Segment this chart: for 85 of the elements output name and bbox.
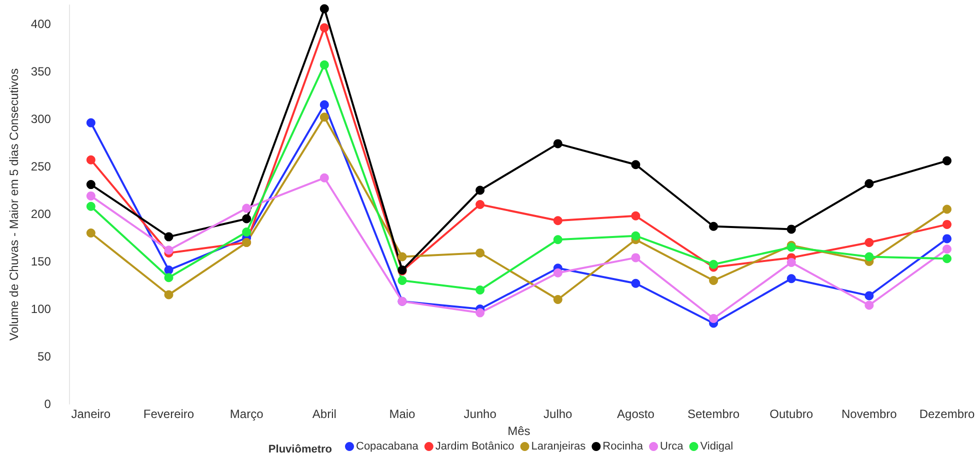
legend-title: Pluviômetro <box>268 444 332 456</box>
point <box>553 235 562 244</box>
point <box>631 211 640 220</box>
point <box>398 252 407 262</box>
legend-label: Vidigal <box>700 440 734 452</box>
point <box>631 278 640 288</box>
point <box>942 220 952 229</box>
point <box>864 300 874 310</box>
point <box>553 216 562 226</box>
point <box>242 214 252 224</box>
point <box>476 308 485 318</box>
x-tick-label: Setembro <box>688 407 740 421</box>
point <box>553 139 562 148</box>
x-tick-label: Novembro <box>841 407 898 421</box>
point <box>786 274 796 284</box>
point <box>553 268 562 278</box>
legend-label: Urca <box>660 440 684 452</box>
point <box>864 179 874 188</box>
point <box>320 23 329 32</box>
point <box>942 204 952 214</box>
point <box>553 295 562 304</box>
point <box>476 248 485 258</box>
y-tick-label: 250 <box>30 160 52 174</box>
point <box>709 260 718 269</box>
point <box>320 4 329 14</box>
y-tick-label: 100 <box>30 302 52 316</box>
y-tick-label: 50 <box>38 350 52 364</box>
x-tick-label: Outubro <box>770 407 814 421</box>
point <box>164 273 174 282</box>
point <box>709 276 718 285</box>
legend-label: Laranjeiras <box>531 440 586 452</box>
point <box>942 234 952 244</box>
point <box>942 254 952 264</box>
point <box>86 155 96 164</box>
point <box>86 191 96 200</box>
point <box>709 314 718 323</box>
point <box>631 231 640 240</box>
x-tick-label: Dezembro <box>919 407 975 421</box>
point <box>86 180 96 190</box>
point <box>164 246 174 255</box>
point <box>320 60 329 70</box>
point <box>942 156 952 166</box>
x-tick-label: Abril <box>312 407 336 421</box>
point <box>86 118 96 128</box>
point <box>864 291 874 300</box>
point <box>786 224 796 234</box>
point <box>398 276 407 285</box>
x-tick-label: Julho <box>544 407 573 421</box>
point <box>320 100 329 110</box>
x-tick-label: Junho <box>464 407 497 421</box>
x-axis-title: Mês <box>508 424 530 438</box>
legend-label: Rocinha <box>602 440 644 452</box>
y-tick-label: 300 <box>30 112 52 126</box>
x-tick-label: Agosto <box>617 407 655 421</box>
y-tick-label: 0 <box>44 397 52 411</box>
point <box>709 222 718 231</box>
point <box>476 200 485 209</box>
y-tick-label: 400 <box>30 17 52 31</box>
point <box>864 252 874 262</box>
y-tick-label: 150 <box>30 254 52 268</box>
point <box>86 228 96 238</box>
point <box>320 173 329 182</box>
y-axis-title: Volume de Chuvas - Maior em 5 dias Consecutivos <box>7 68 21 341</box>
point <box>164 266 174 275</box>
point <box>164 290 174 300</box>
legend-label: Jardim Botânico <box>435 440 514 452</box>
point <box>242 228 252 237</box>
x-tick-label: Março <box>230 407 264 421</box>
point <box>320 112 329 122</box>
x-tick-label: Fevereiro <box>143 407 194 421</box>
point <box>242 204 252 213</box>
point <box>631 253 640 262</box>
y-tick-label: 200 <box>30 207 52 221</box>
point <box>476 186 485 195</box>
point <box>942 244 952 254</box>
legend-label: Copacabana <box>356 440 420 452</box>
point <box>476 286 485 294</box>
point <box>631 160 640 170</box>
x-tick-label: Maio <box>389 407 416 421</box>
point <box>86 202 96 211</box>
point <box>786 258 796 267</box>
x-tick-label: Janeiro <box>71 407 111 421</box>
y-tick-label: 350 <box>30 64 52 78</box>
point <box>164 232 174 242</box>
point <box>864 238 874 247</box>
